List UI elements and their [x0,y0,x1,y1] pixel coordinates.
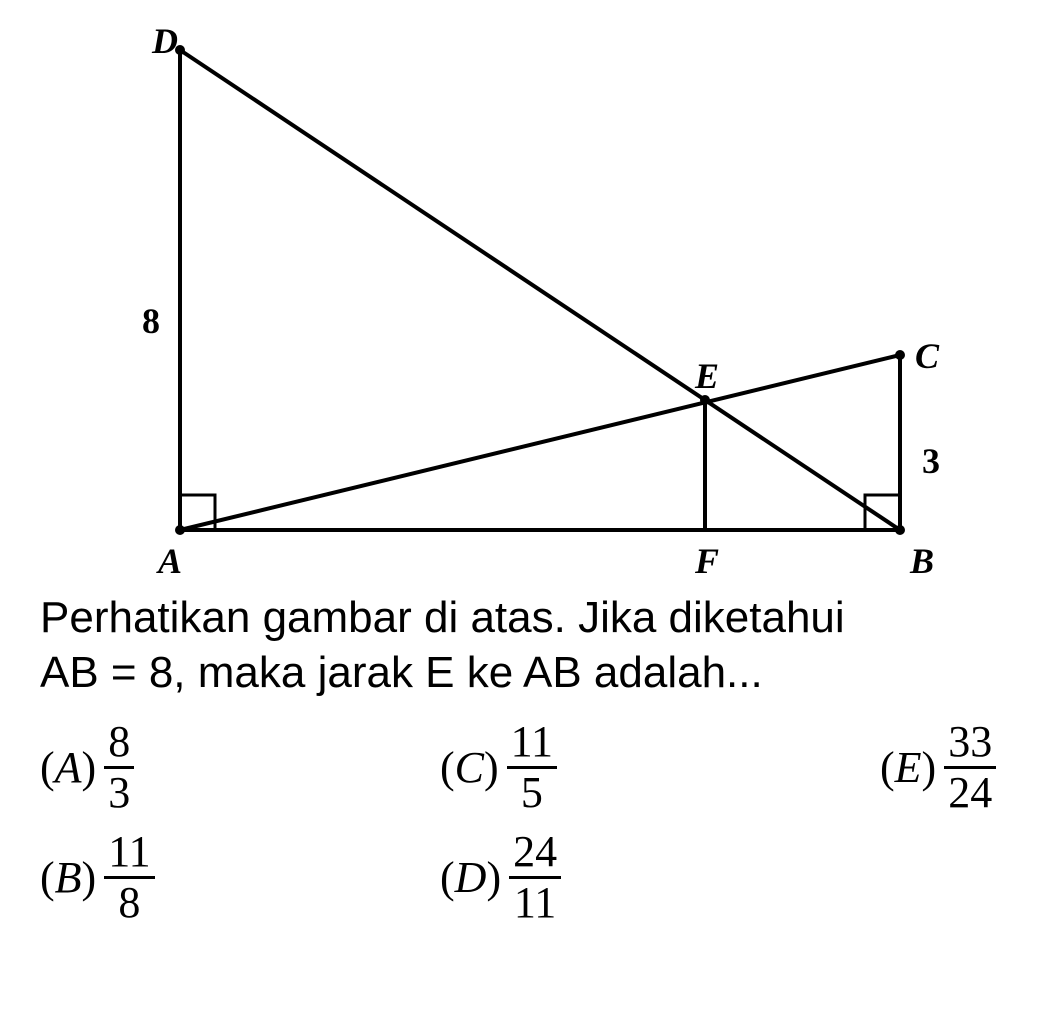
vertex-label-D: D [152,20,178,62]
option-E-fraction: 33 24 [944,720,996,815]
vertex-label-B: B [910,540,934,582]
option-D-label: (D) [440,852,501,903]
edge-AC [180,355,900,530]
edge-label-AD: 8 [142,300,160,342]
option-C-fraction: 11 5 [507,720,557,815]
question-line1: Perhatikan gambar di atas. Jika diketahu… [40,593,845,642]
vertex-label-F: F [695,540,719,582]
answer-options: (A) 8 3 (B) 11 8 (C) 11 5 (D) 24 [40,720,1014,925]
option-D-num: 24 [509,830,561,879]
option-A-fraction: 8 3 [104,720,134,815]
option-C-num: 11 [507,720,557,769]
option-C-den: 5 [517,769,547,815]
vertex-B-dot [895,525,905,535]
vertex-C-dot [895,350,905,360]
option-column-2: (C) 11 5 (D) 24 11 [440,720,840,925]
edge-label-BC: 3 [922,440,940,482]
option-C-label: (C) [440,742,499,793]
option-D: (D) 24 11 [440,830,840,925]
option-B: (B) 11 8 [40,830,400,925]
option-column-1: (A) 8 3 (B) 11 8 [40,720,400,925]
option-E-label: (E) [880,742,936,793]
option-A-num: 8 [104,720,134,769]
edge-DB [180,50,900,530]
option-A: (A) 8 3 [40,720,400,815]
option-E-den: 24 [944,769,996,815]
option-D-den: 11 [510,879,560,925]
option-A-den: 3 [104,769,134,815]
vertex-A-dot [175,525,185,535]
option-E: (E) 33 24 [880,720,996,815]
geometry-diagram: D A F B C E 8 3 [100,20,1000,580]
option-B-label: (B) [40,852,96,903]
question-text: Perhatikan gambar di atas. Jika diketahu… [40,590,1014,700]
option-B-den: 8 [114,879,144,925]
option-column-3: (E) 33 24 [880,720,996,925]
option-E-num: 33 [944,720,996,769]
question-line2: AB = 8, maka jarak E ke AB adalah... [40,648,763,697]
option-B-fraction: 11 8 [104,830,154,925]
vertex-label-C: C [915,335,939,377]
option-D-fraction: 24 11 [509,830,561,925]
option-A-label: (A) [40,742,96,793]
vertex-label-E: E [695,355,719,397]
option-C: (C) 11 5 [440,720,840,815]
option-B-num: 11 [104,830,154,879]
diagram-svg [100,20,1000,580]
vertex-label-A: A [158,540,182,582]
